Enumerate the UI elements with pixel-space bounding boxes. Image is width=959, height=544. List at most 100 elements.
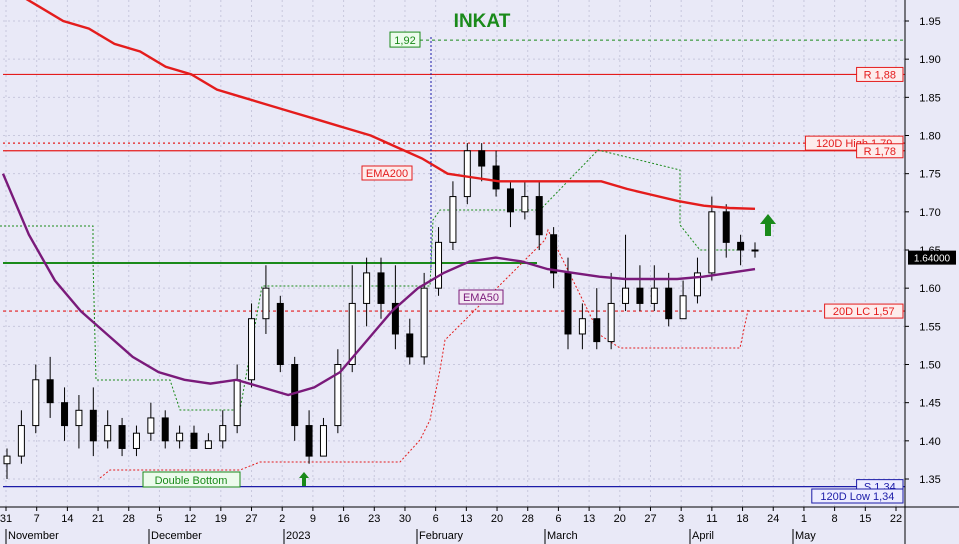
candle xyxy=(535,181,543,250)
candle xyxy=(693,257,701,304)
candle xyxy=(190,425,198,449)
level-label-box xyxy=(856,66,904,82)
candle-body xyxy=(305,425,313,457)
x-tick-label: 27 xyxy=(644,513,656,525)
x-tick-label: 18 xyxy=(736,513,748,525)
candles xyxy=(3,143,759,479)
x-tick-label: 28 xyxy=(123,513,135,525)
candle xyxy=(363,257,371,327)
annotations: 1,92 EMA200 EMA50 Double Bottom xyxy=(142,31,776,488)
x-tick-label: 12 xyxy=(184,513,196,525)
candle xyxy=(550,227,558,289)
x-tick-label: 13 xyxy=(460,513,472,525)
up-arrow-large xyxy=(760,214,776,236)
candle xyxy=(708,196,716,281)
candle xyxy=(161,410,169,449)
candle-body xyxy=(46,379,54,404)
x-tick-label: 3 xyxy=(678,513,684,525)
candle xyxy=(751,242,759,258)
x-tick-label: 31 xyxy=(0,513,12,525)
candle-body xyxy=(578,318,586,335)
x-tick-label: 27 xyxy=(245,513,257,525)
candle xyxy=(248,303,256,388)
stop-line-red xyxy=(99,228,749,479)
ema-line-ema200 xyxy=(25,0,756,210)
candle xyxy=(492,150,500,197)
candle-body xyxy=(737,241,745,251)
candle-body xyxy=(693,272,701,297)
x-tick-label: 19 xyxy=(215,513,227,525)
month-label: February xyxy=(419,530,464,542)
level-label: 120D Low 1,34 xyxy=(820,491,894,503)
candle xyxy=(578,303,586,350)
chart-title: INKAT xyxy=(454,11,511,32)
x-tick-label: 16 xyxy=(337,513,349,525)
y-tick-label: 1.85 xyxy=(919,92,940,104)
candle-body xyxy=(233,379,241,427)
candle xyxy=(262,265,270,334)
candle-body xyxy=(262,287,270,320)
candle-body xyxy=(276,302,284,365)
ema-lines xyxy=(1,0,756,397)
y-tick-label: 1.70 xyxy=(919,207,940,219)
candle-body xyxy=(89,409,97,442)
candle-body xyxy=(391,302,399,335)
candle xyxy=(478,143,486,182)
candle-body xyxy=(708,211,716,274)
candle-body xyxy=(32,379,40,427)
candle-body xyxy=(722,211,730,243)
candle xyxy=(377,257,385,319)
candle xyxy=(17,410,25,464)
candle-body xyxy=(650,287,658,304)
candle xyxy=(219,410,227,449)
candle-body xyxy=(564,272,572,335)
level-label-box xyxy=(824,303,904,319)
candle-body xyxy=(17,425,25,457)
label-1-92-box xyxy=(389,31,421,48)
x-tick-label: 7 xyxy=(34,513,40,525)
ema50-label: EMA50 xyxy=(463,292,499,304)
ema200-label: EMA200 xyxy=(366,168,408,180)
candle xyxy=(75,395,83,449)
ema200-label-box xyxy=(361,165,413,181)
x-tick-label: 20 xyxy=(614,513,626,525)
month-label: March xyxy=(547,530,578,542)
up-arrow-small xyxy=(299,472,309,486)
x-tick-label: 22 xyxy=(890,513,902,525)
candle xyxy=(607,272,615,350)
candle-body xyxy=(435,241,443,289)
x-tick-label: 1 xyxy=(801,513,807,525)
y-tick-label: 1.35 xyxy=(919,474,940,486)
month-label: December xyxy=(151,530,202,542)
candle-body xyxy=(679,295,687,320)
x-tick-label: 6 xyxy=(433,513,439,525)
candle-body xyxy=(61,402,69,427)
level-label: R 1,78 xyxy=(864,146,896,158)
candle-body xyxy=(204,440,212,449)
candle xyxy=(463,143,471,205)
candle xyxy=(305,410,313,464)
label-1-92: 1,92 xyxy=(394,35,415,47)
candle-body xyxy=(535,196,543,236)
candle-body xyxy=(319,425,327,457)
candle-body xyxy=(118,425,126,449)
y-tick-label: 1.55 xyxy=(919,321,940,333)
candle xyxy=(593,288,601,350)
candle xyxy=(334,349,342,434)
candle xyxy=(132,425,140,457)
candle xyxy=(435,227,443,296)
candle-body xyxy=(377,272,385,304)
double-bottom-label: Double Bottom xyxy=(155,475,228,487)
y-tick-label: 1.45 xyxy=(919,398,940,410)
candle-body xyxy=(190,432,198,449)
x-tick-label: 8 xyxy=(832,513,838,525)
x-tick-label: 11 xyxy=(706,513,717,525)
candle xyxy=(406,318,414,365)
x-tick-label: 14 xyxy=(61,513,73,525)
candle xyxy=(650,265,658,312)
month-label: May xyxy=(795,530,816,542)
candle-body xyxy=(132,432,140,449)
level-label-box xyxy=(856,143,904,159)
